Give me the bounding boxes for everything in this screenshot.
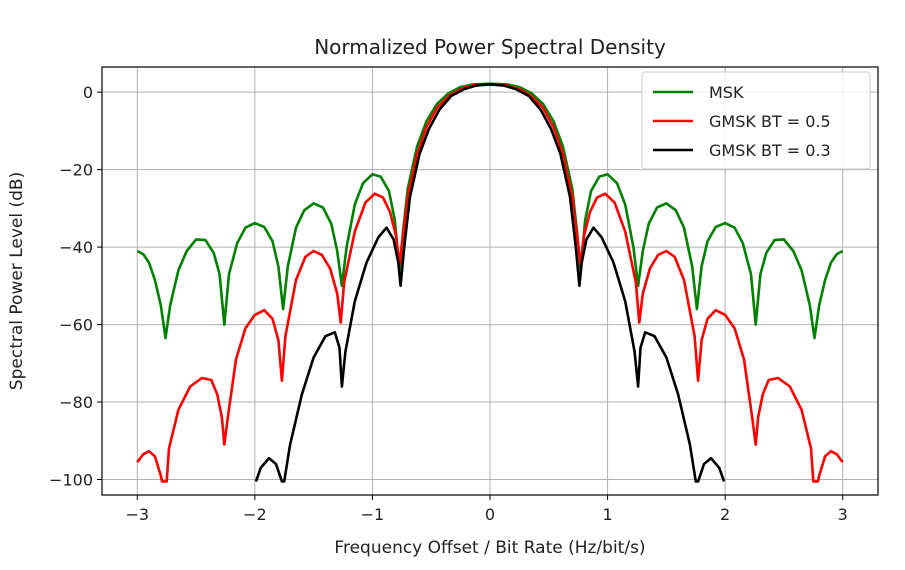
y-tick-label: −40 <box>59 238 93 257</box>
y-axis-label: Spectral Power Level (dB) <box>7 172 27 390</box>
x-tick-label: 3 <box>838 505 848 524</box>
chart-title: Normalized Power Spectral Density <box>314 35 666 59</box>
x-axis-label: Frequency Offset / Bit Rate (Hz/bit/s) <box>334 538 645 558</box>
legend-label: GMSK BT = 0.3 <box>709 141 831 160</box>
x-tick-label: 0 <box>485 505 495 524</box>
series-line-gmsk-bt-0-3 <box>254 83 726 483</box>
x-tick-label: 2 <box>720 505 730 524</box>
x-tick-label: −2 <box>243 505 267 524</box>
y-tick-label: −60 <box>59 316 93 335</box>
x-tick-label: 1 <box>602 505 612 524</box>
series-group <box>136 82 844 483</box>
y-tick-label: 0 <box>83 83 93 102</box>
x-tick-label: −3 <box>125 505 149 524</box>
y-tick-label: −20 <box>59 161 93 180</box>
legend-box <box>641 71 871 170</box>
y-tick-label: −100 <box>49 471 93 490</box>
legend-label: GMSK BT = 0.5 <box>709 112 831 131</box>
x-tick-label: −1 <box>361 505 385 524</box>
x-axis: −3 −2 −1 0 1 2 3 <box>125 495 848 524</box>
y-axis: 0 −20 −40 −60 −80 −100 <box>49 83 102 490</box>
y-tick-label: −80 <box>59 393 93 412</box>
legend-label: MSK <box>709 83 744 102</box>
legend: MSK GMSK BT = 0.5 GMSK BT = 0.3 <box>641 71 871 170</box>
